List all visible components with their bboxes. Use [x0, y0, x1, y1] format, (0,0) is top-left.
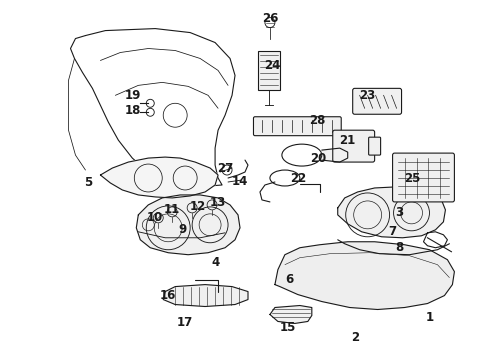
- Text: 11: 11: [164, 203, 180, 216]
- Polygon shape: [270, 306, 312, 323]
- Text: 23: 23: [360, 89, 376, 102]
- Text: 3: 3: [395, 206, 404, 219]
- Text: 8: 8: [395, 241, 404, 254]
- Text: 7: 7: [389, 225, 396, 238]
- Text: 18: 18: [125, 104, 142, 117]
- Text: 4: 4: [211, 256, 219, 269]
- Text: 20: 20: [310, 152, 326, 165]
- FancyBboxPatch shape: [392, 153, 454, 202]
- Text: 10: 10: [147, 211, 163, 224]
- Text: 22: 22: [290, 171, 306, 185]
- Text: 16: 16: [160, 289, 176, 302]
- Text: 5: 5: [84, 176, 93, 189]
- Text: 6: 6: [286, 273, 294, 286]
- FancyBboxPatch shape: [253, 117, 341, 136]
- Text: 2: 2: [351, 331, 359, 344]
- Text: 24: 24: [264, 59, 280, 72]
- Text: 19: 19: [125, 89, 142, 102]
- Polygon shape: [338, 187, 445, 238]
- Text: 13: 13: [210, 197, 226, 210]
- Text: 21: 21: [340, 134, 356, 147]
- Bar: [258, 50, 280, 90]
- FancyBboxPatch shape: [353, 88, 401, 114]
- Polygon shape: [275, 242, 454, 310]
- Text: 12: 12: [190, 201, 206, 213]
- FancyBboxPatch shape: [333, 130, 375, 162]
- Text: 26: 26: [262, 12, 278, 25]
- Polygon shape: [100, 157, 218, 198]
- Text: 17: 17: [177, 316, 193, 329]
- Text: 15: 15: [280, 321, 296, 334]
- Text: 25: 25: [404, 171, 421, 185]
- Polygon shape: [136, 195, 240, 255]
- Text: 28: 28: [310, 114, 326, 127]
- Polygon shape: [322, 148, 348, 162]
- Text: 9: 9: [178, 223, 186, 236]
- Polygon shape: [163, 285, 248, 306]
- Text: 14: 14: [232, 175, 248, 189]
- Text: 27: 27: [217, 162, 233, 175]
- FancyBboxPatch shape: [368, 137, 381, 155]
- Text: 1: 1: [425, 311, 434, 324]
